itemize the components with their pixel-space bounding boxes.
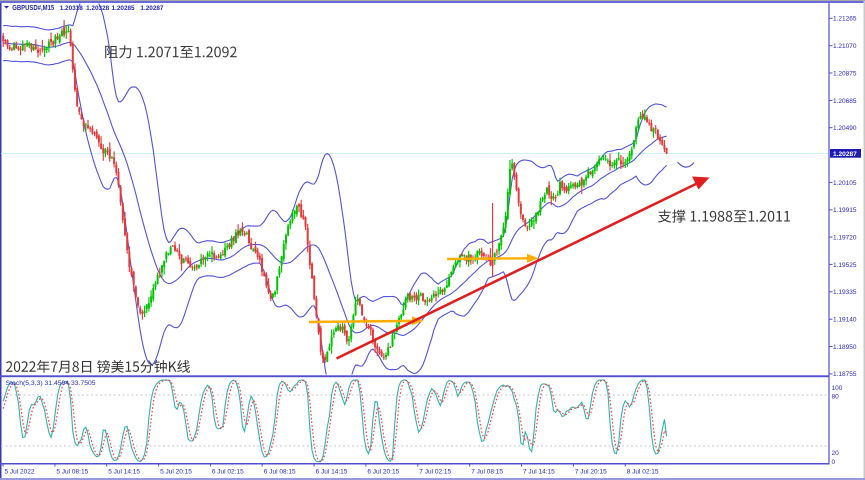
svg-text:7 Jul 20:15: 7 Jul 20:15 [575, 469, 607, 476]
svg-text:1.20490: 1.20490 [833, 125, 857, 132]
svg-text:6 Jul 20:15: 6 Jul 20:15 [367, 469, 399, 476]
svg-text:5 Jul 2022: 5 Jul 2022 [5, 469, 35, 476]
svg-text:1.20287: 1.20287 [140, 5, 164, 12]
svg-text:1.21265: 1.21265 [833, 16, 857, 23]
svg-text:1.18950: 1.18950 [833, 344, 857, 351]
svg-text:7 Jul 14:15: 7 Jul 14:15 [523, 469, 555, 476]
svg-text:1.20105: 1.20105 [833, 180, 857, 187]
svg-text:1.20318: 1.20318 [60, 5, 84, 12]
svg-text:5 Jul 14:15: 5 Jul 14:15 [108, 469, 140, 476]
svg-text:20: 20 [832, 450, 840, 457]
svg-text:1.19335: 1.19335 [833, 289, 857, 296]
svg-text:1.19140: 1.19140 [833, 317, 857, 324]
svg-text:GBPUSD#,M15: GBPUSD#,M15 [12, 5, 54, 12]
svg-text:8 Jul 02:15: 8 Jul 02:15 [627, 469, 659, 476]
svg-text:1.20685: 1.20685 [833, 98, 857, 105]
svg-text:100: 100 [832, 385, 843, 392]
svg-text:7 Jul 02:15: 7 Jul 02:15 [419, 469, 451, 476]
svg-text:5 Jul 08:15: 5 Jul 08:15 [56, 469, 88, 476]
svg-text:7 Jul 08:15: 7 Jul 08:15 [471, 469, 503, 476]
svg-text:5 Jul 20:15: 5 Jul 20:15 [160, 469, 192, 476]
svg-text:Stoch(5,3,3) 31.4504 33.7505: Stoch(5,3,3) 31.4504 33.7505 [6, 380, 96, 387]
svg-text:6 Jul 08:15: 6 Jul 08:15 [264, 469, 296, 476]
svg-text:1.20875: 1.20875 [833, 70, 857, 77]
svg-text:0: 0 [832, 459, 836, 466]
svg-text:1.19720: 1.19720 [833, 235, 857, 242]
svg-text:1.19525: 1.19525 [833, 262, 857, 269]
svg-text:1.20287: 1.20287 [833, 151, 857, 158]
svg-text:1.20328: 1.20328 [86, 5, 110, 12]
svg-text:1.21070: 1.21070 [833, 43, 857, 50]
svg-text:1.19915: 1.19915 [833, 207, 857, 214]
svg-text:6 Jul 14:15: 6 Jul 14:15 [316, 469, 348, 476]
svg-text:80: 80 [832, 394, 840, 401]
svg-text:6 Jul 02:15: 6 Jul 02:15 [212, 469, 244, 476]
svg-text:1.20285: 1.20285 [112, 5, 136, 12]
svg-text:1.18755: 1.18755 [833, 371, 857, 378]
